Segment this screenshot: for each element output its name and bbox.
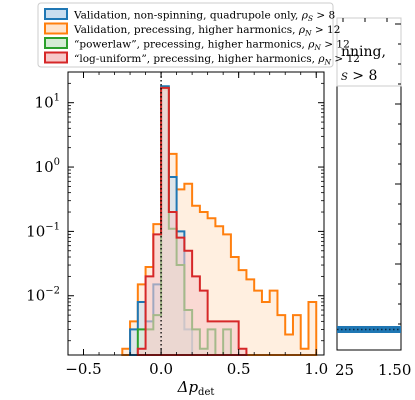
legend-box — [37, 2, 334, 68]
histogram-fill — [137, 87, 247, 355]
legend-swatch — [44, 37, 68, 49]
y-tick-label: 100 — [35, 157, 60, 176]
x-tick-label: 1.0 — [304, 360, 328, 378]
background-panel: nning, S > 8 25 1.50 — [335, 17, 411, 379]
series-3 — [136, 86, 248, 356]
legend-swatch — [44, 51, 68, 64]
histogram-outline — [136, 86, 248, 356]
legend-label: Validation, non-spinning, quadrupole onl… — [73, 10, 335, 24]
legend-swatch — [44, 8, 68, 20]
legend-swatch — [44, 22, 68, 35]
background-right-ticks — [342, 18, 401, 325]
y-axis-ticks: 10−2 10−1 100 101 — [26, 71, 324, 342]
y-tick-label: 101 — [35, 93, 60, 112]
background-legend-line2: S > 8 — [341, 68, 377, 84]
legend-label: “powerlaw”, precessing, higher harmonics… — [74, 39, 350, 53]
x-tick-label: 0.0 — [149, 360, 173, 378]
x-tick-label: −0.5 — [65, 360, 101, 378]
x-axis-ticks: −0.5 0.0 0.5 1.0 — [65, 72, 328, 378]
background-tick-label: 25 — [335, 361, 354, 379]
y-tick-label: 10−2 — [26, 286, 60, 305]
histogram-plot: −0.5 0.0 0.5 1.0 10−2 10−1 100 101 Δpdet — [26, 71, 328, 398]
background-legend-line1: nning, — [341, 44, 386, 60]
background-legend-box — [336, 17, 402, 87]
plot-frame — [67, 71, 325, 356]
y-tick-label: 10−1 — [26, 221, 60, 240]
x-tick-label: 0.5 — [227, 360, 251, 378]
background-tick-label: 1.50 — [378, 361, 411, 379]
legend-label: Validation, precessing, higher harmonics… — [73, 24, 340, 38]
legend-items: Validation, non-spinning, quadrupole onl… — [44, 8, 360, 67]
legend: Validation, non-spinning, quadrupole onl… — [37, 2, 360, 68]
legend-label: “log-uniform”, precessing, higher harmon… — [74, 53, 360, 67]
x-axis-label: Δpdet — [177, 378, 215, 398]
